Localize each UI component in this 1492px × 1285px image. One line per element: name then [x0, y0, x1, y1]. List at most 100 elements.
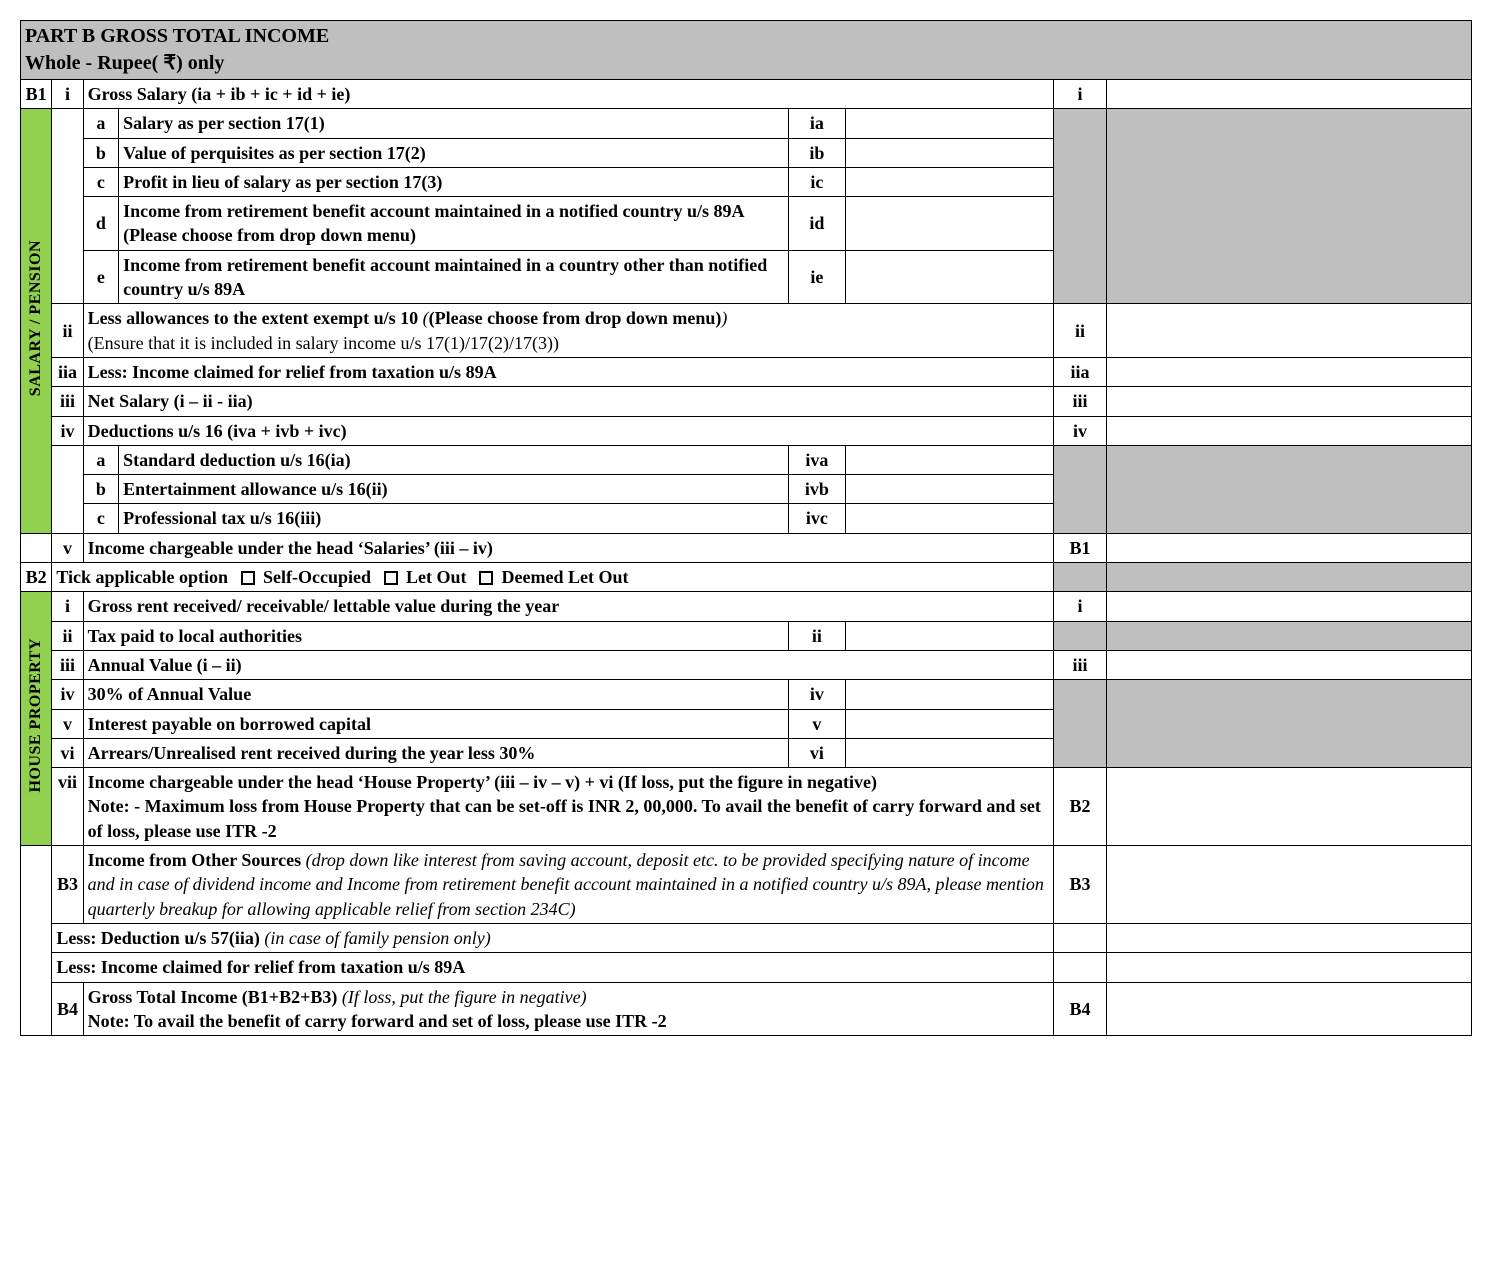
row-id-num: d — [83, 197, 118, 251]
row-id-label: Income from retirement benefit account m… — [119, 197, 789, 251]
strip-house-text: HOUSE PROPERTY — [25, 638, 47, 792]
val-id[interactable] — [845, 197, 1054, 251]
opt-deemed-let-out: Deemed Let Out — [502, 567, 629, 587]
spacer-B1-iv-sub — [52, 445, 83, 533]
row-B2-iv-num: iv — [52, 680, 83, 709]
tick-prefix: Tick applicable option — [56, 567, 228, 587]
ref-ivb: ivb — [789, 475, 845, 504]
ref-B1-ii: ii — [1054, 304, 1106, 358]
ref-iv: iv — [1054, 416, 1106, 445]
spacer-B1-sub — [52, 109, 83, 304]
header-line1: PART B GROSS TOTAL INCOME — [25, 25, 329, 47]
val-iia[interactable] — [1106, 357, 1471, 386]
row-B4-label: Gross Total Income (B1+B2+B3) (If loss, … — [83, 982, 1054, 1036]
val-B4[interactable] — [1106, 982, 1471, 1036]
row-ia-label: Salary as per section 17(1) — [119, 109, 789, 138]
opt-self-occupied: Self-Occupied — [263, 567, 371, 587]
val-B2[interactable] — [1106, 768, 1471, 846]
ref-ib: ib — [789, 138, 845, 167]
spacer-v-left — [21, 533, 52, 562]
ref-B2-vi: vi — [789, 738, 845, 767]
grey-right-2a — [1054, 445, 1106, 533]
row-B1-ii-num: ii — [52, 304, 83, 358]
section-header: PART B GROSS TOTAL INCOME Whole - Rupee(… — [21, 21, 1472, 80]
val-iv[interactable] — [1106, 416, 1471, 445]
val-ic[interactable] — [845, 167, 1054, 196]
val-iva[interactable] — [845, 445, 1054, 474]
ref-B1ref: B1 — [1054, 533, 1106, 562]
row-B2-iii-num: iii — [52, 650, 83, 679]
less57-ital: (in case of family pension only) — [264, 928, 490, 948]
rupee-symbol: ₹ — [163, 52, 176, 74]
row-B2-v-label: Interest payable on borrowed capital — [83, 709, 789, 738]
row-B3-label: Income from Other Sources (drop down lik… — [83, 846, 1054, 924]
ref-B2ref: B2 — [1054, 768, 1106, 846]
opt-let-out: Let Out — [406, 567, 467, 587]
val-iii[interactable] — [1106, 387, 1471, 416]
val-ia[interactable] — [845, 109, 1054, 138]
ref-ic: ic — [789, 167, 845, 196]
ref-B2-iii: iii — [1054, 650, 1106, 679]
grey-B2-mid-b — [1106, 680, 1471, 768]
ref-B2-v: v — [789, 709, 845, 738]
val-ivb[interactable] — [845, 475, 1054, 504]
ref-iii: iii — [1054, 387, 1106, 416]
grey-right-1b — [1106, 109, 1471, 304]
val-B2-vi[interactable] — [845, 738, 1054, 767]
val-B2-ii[interactable] — [845, 621, 1054, 650]
row-ib-label: Value of perquisites as per section 17(2… — [119, 138, 789, 167]
grey-right-1a — [1054, 109, 1106, 304]
row-B2-i-label: Gross rent received/ receivable/ lettabl… — [83, 592, 1054, 621]
val-B1[interactable] — [1106, 533, 1471, 562]
spacer-B3-left — [21, 846, 52, 1036]
val-B1-i[interactable] — [1106, 80, 1471, 109]
val-B2-i[interactable] — [1106, 592, 1471, 621]
ref-less89A — [1054, 953, 1106, 982]
checkbox-let-out[interactable] — [384, 571, 398, 585]
row-iv-label: Deductions u/s 16 (iva + ivb + ivc) — [83, 416, 1054, 445]
ref-B2-ii: ii — [789, 621, 845, 650]
row-v-label: Income chargeable under the head ‘Salari… — [83, 533, 1054, 562]
row-ivc-num: c — [83, 504, 118, 533]
row-ivb-label: Entertainment allowance u/s 16(ii) — [119, 475, 789, 504]
row-ic-label: Profit in lieu of salary as per section … — [119, 167, 789, 196]
val-B2-iv[interactable] — [845, 680, 1054, 709]
val-B2-v[interactable] — [845, 709, 1054, 738]
val-ie[interactable] — [845, 250, 1054, 304]
row-B1-ii-l1a: Less allowances to the extent exempt u/s… — [88, 308, 423, 328]
row-B1-i-num: i — [52, 80, 83, 109]
row-B2-iv-label: 30% of Annual Value — [83, 680, 789, 709]
val-B2-iii[interactable] — [1106, 650, 1471, 679]
row-less57: Less: Deduction u/s 57(iia) (in case of … — [52, 923, 1054, 952]
val-less89A[interactable] — [1106, 953, 1471, 982]
ref-ie: ie — [789, 250, 845, 304]
row-B2-vi-label: Arrears/Unrealised rent received during … — [83, 738, 789, 767]
ref-B3: B3 — [1054, 846, 1106, 924]
B4-bold: Gross Total Income (B1+B2+B3) — [88, 987, 342, 1007]
ref-iva: iva — [789, 445, 845, 474]
ref-ivc: ivc — [789, 504, 845, 533]
row-B2-i-num: i — [52, 592, 83, 621]
val-ib[interactable] — [845, 138, 1054, 167]
ref-less57 — [1054, 923, 1106, 952]
val-B1-ii[interactable] — [1106, 304, 1471, 358]
code-B1: B1 — [21, 80, 52, 109]
header-line2-suffix: ) only — [176, 52, 224, 74]
checkbox-deemed-let-out[interactable] — [479, 571, 493, 585]
checkbox-self-occupied[interactable] — [241, 571, 255, 585]
code-B3: B3 — [52, 846, 83, 924]
val-less57[interactable] — [1106, 923, 1471, 952]
strip-salary-text: SALARY / PENSION — [25, 240, 47, 396]
code-B2: B2 — [21, 563, 52, 592]
row-B2-tick: Tick applicable option Self-Occupied Let… — [52, 563, 1054, 592]
row-iva-label: Standard deduction u/s 16(ia) — [119, 445, 789, 474]
ref-B1-i: i — [1054, 80, 1106, 109]
less57-bold: Less: Deduction u/s 57(iia) — [56, 928, 264, 948]
row-iia-num: iia — [52, 357, 83, 386]
strip-salary: SALARY / PENSION — [21, 109, 52, 533]
val-ivc[interactable] — [845, 504, 1054, 533]
grey-B2-a — [1054, 563, 1106, 592]
row-iva-num: a — [83, 445, 118, 474]
header-line2-prefix: Whole - Rupee( — [25, 52, 163, 74]
val-B3[interactable] — [1106, 846, 1471, 924]
